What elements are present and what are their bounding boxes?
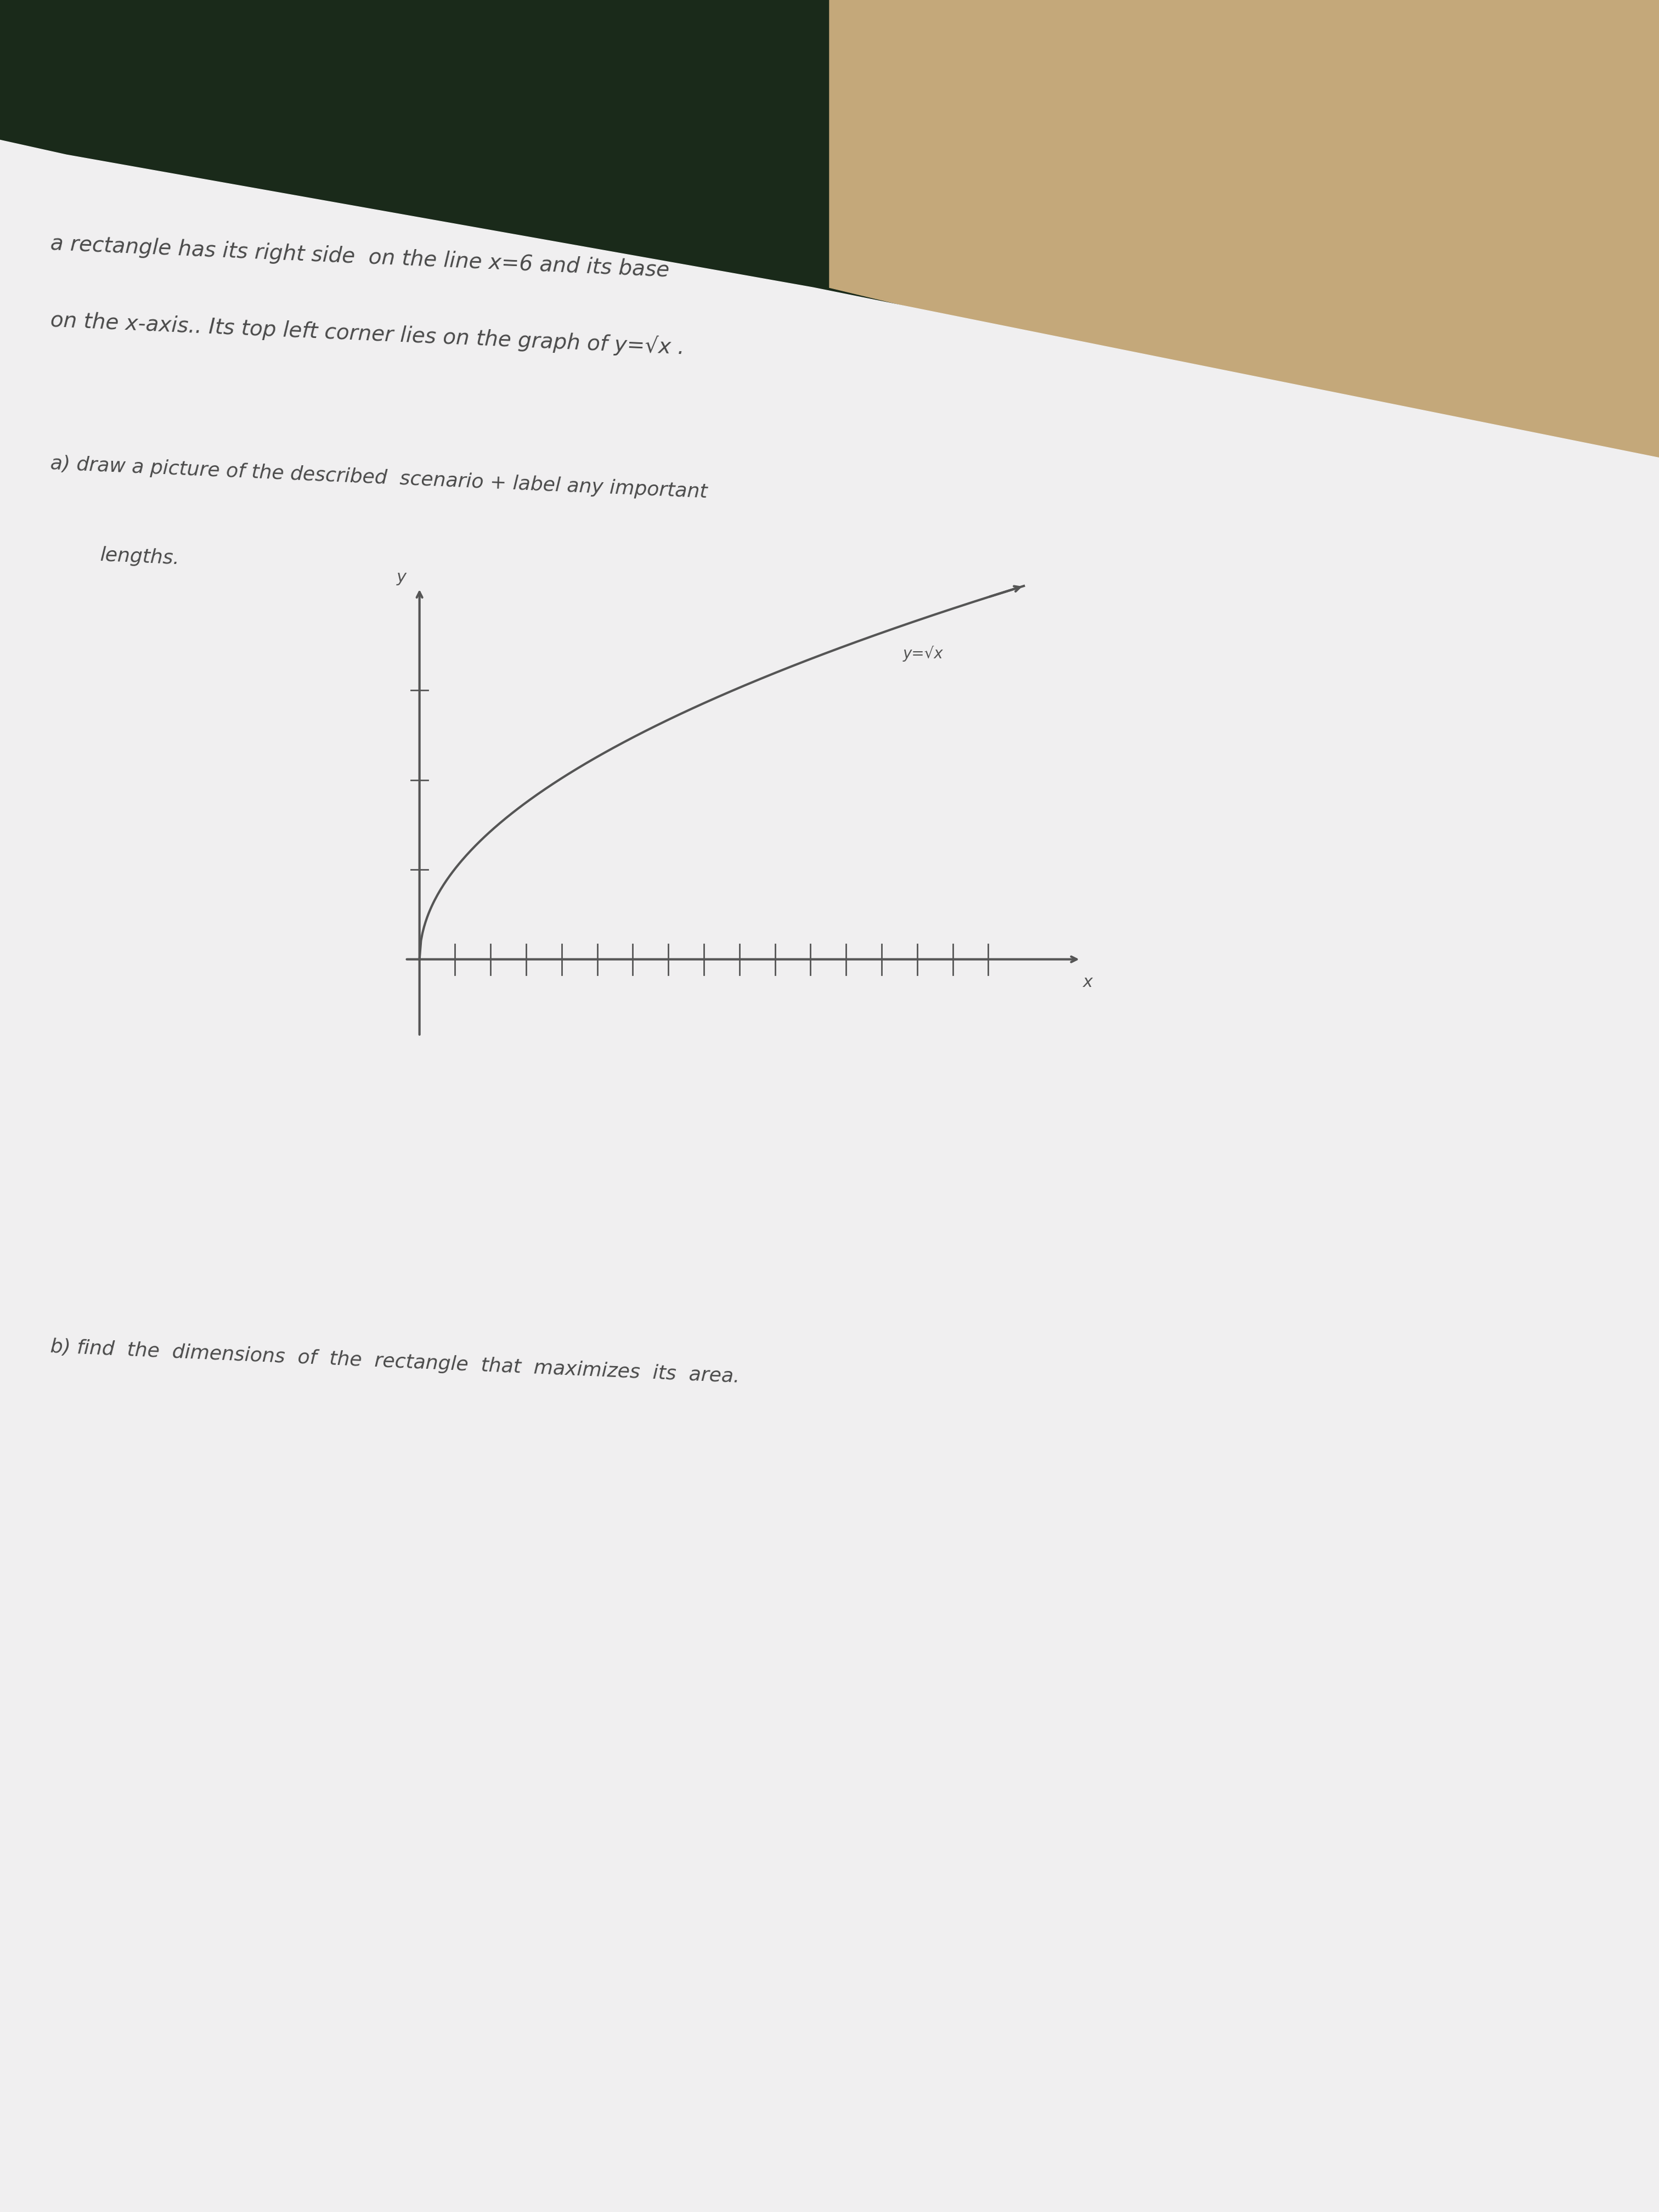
Text: y=√x: y=√x [902,646,944,661]
Polygon shape [0,133,1659,2212]
Text: on the x-axis.. Its top left corner lies on the graph of y=√x .: on the x-axis.. Its top left corner lies… [50,310,685,358]
Text: lengths.: lengths. [100,546,181,568]
Text: x: x [1083,975,1093,991]
Polygon shape [830,0,1659,487]
Text: a) draw a picture of the described  scenario + label any important: a) draw a picture of the described scena… [50,453,708,502]
Text: a rectangle has its right side  on the line x=6 and its base: a rectangle has its right side on the li… [50,232,670,281]
Text: y: y [397,568,406,586]
Text: b) find  the  dimensions  of  the  rectangle  that  maximizes  its  area.: b) find the dimensions of the rectangle … [50,1338,740,1387]
